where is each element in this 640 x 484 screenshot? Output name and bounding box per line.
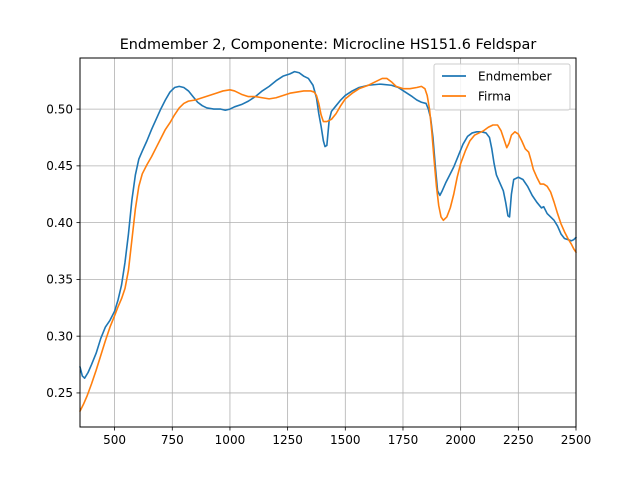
- x-tick-label: 750: [161, 433, 184, 447]
- legend: Endmember Firma: [433, 63, 571, 111]
- y-tick-label: 0.30: [46, 329, 73, 343]
- y-tick-label: 0.25: [46, 386, 73, 400]
- x-tick-label: 2500: [561, 433, 592, 447]
- chart-title: Endmember 2, Componente: Microcline HS15…: [120, 37, 537, 53]
- x-tick-label: 1000: [215, 433, 246, 447]
- x-tick-label: 500: [103, 433, 126, 447]
- x-tick-label: 1750: [388, 433, 419, 447]
- legend-box: [433, 63, 571, 111]
- series-lines: [79, 70, 577, 412]
- plot-area-background: [80, 58, 576, 427]
- axis-ticks: 500 750 1000 1250 1500 1750 2000 2250 2500 0.25 0.…: [46, 102, 591, 447]
- x-tick-label: 2000: [445, 433, 476, 447]
- plot-frame: [79, 57, 577, 428]
- series-line-firma: [79, 77, 577, 412]
- y-tick-label: 0.35: [46, 273, 73, 287]
- y-tick-label: 0.45: [46, 159, 73, 173]
- legend-label-firma: Firma: [478, 89, 511, 103]
- x-tick-label: 1250: [272, 433, 303, 447]
- x-tick-label: 1500: [330, 433, 361, 447]
- series-line-endmember: [79, 70, 577, 379]
- y-tick-label: 0.40: [46, 216, 73, 230]
- legend-label-endmember: Endmember: [478, 69, 552, 83]
- y-tick-label: 0.50: [46, 102, 73, 116]
- x-tick-label: 2250: [503, 433, 534, 447]
